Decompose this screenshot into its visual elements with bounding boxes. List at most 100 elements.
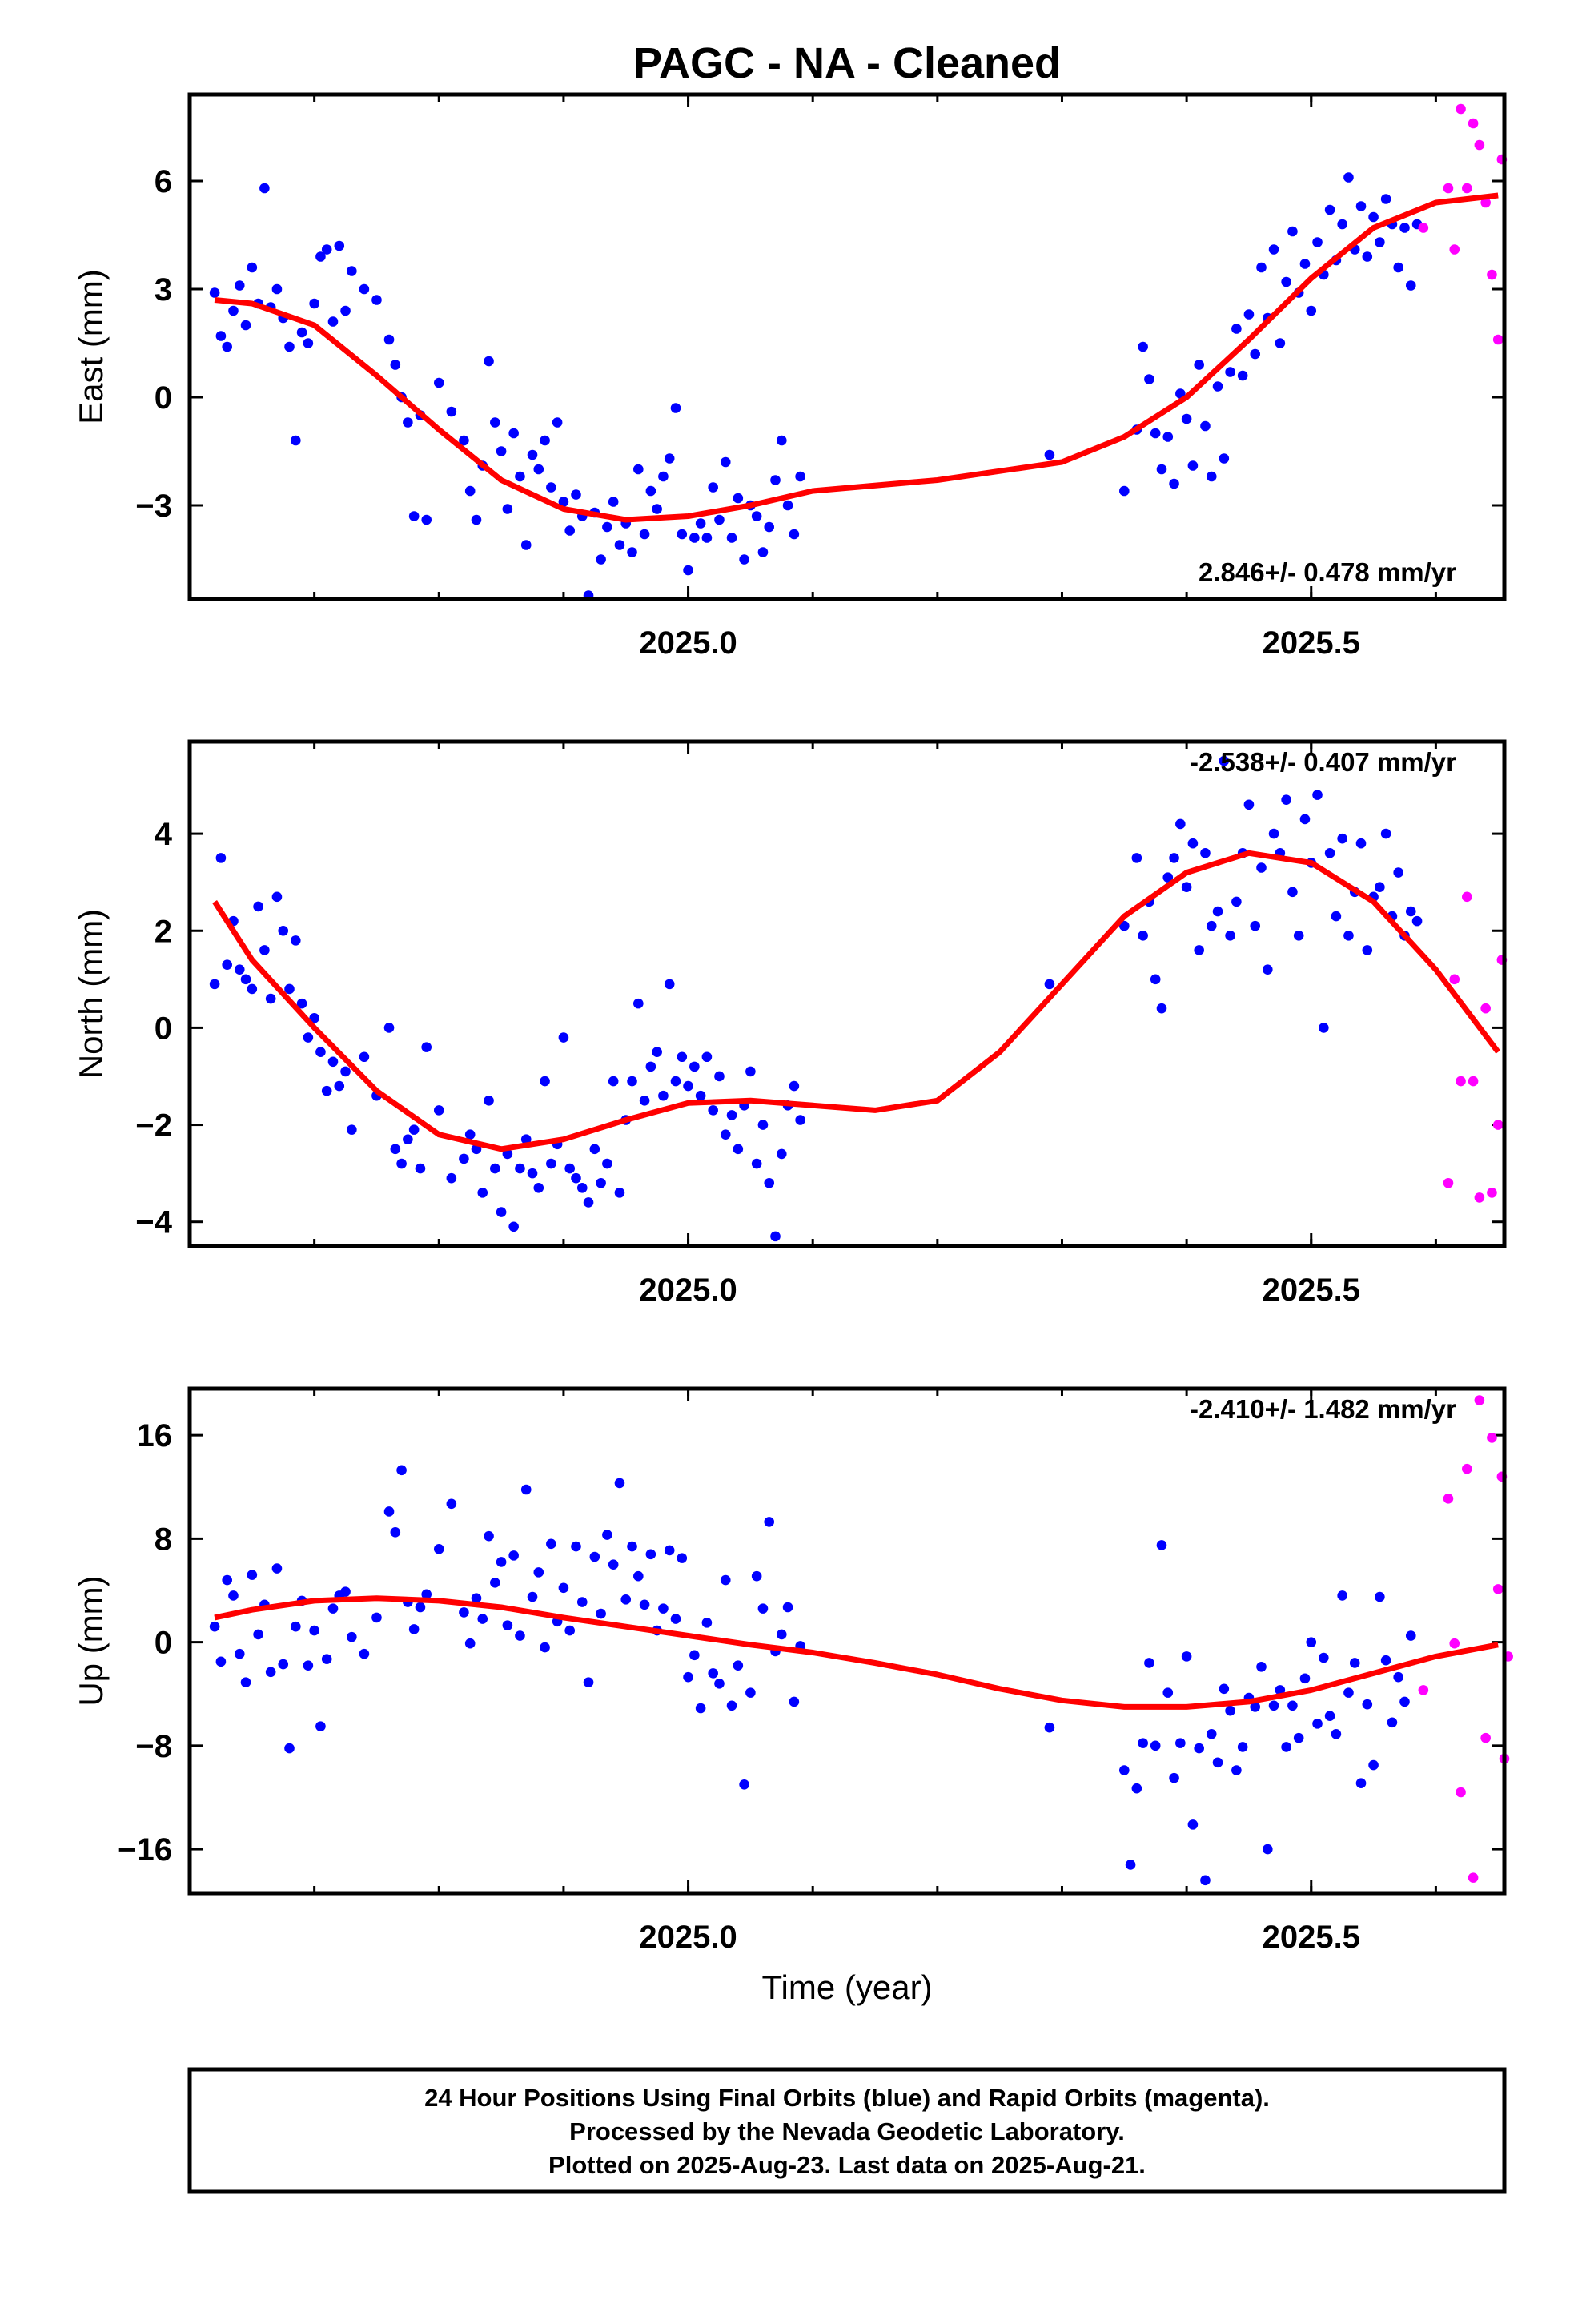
east-final-point (1181, 413, 1192, 424)
north-final-point (652, 1047, 662, 1057)
up-final-point (670, 1614, 681, 1624)
up-ytick-label: −16 (118, 1832, 172, 1868)
north-final-point (421, 1042, 432, 1052)
up-final-point (726, 1700, 737, 1711)
up-rapid-point (1449, 1638, 1460, 1649)
north-final-point (614, 1188, 625, 1198)
east-final-point (1187, 460, 1199, 471)
up-final-point (1362, 1699, 1373, 1710)
up-final-point (576, 1597, 588, 1607)
up-final-point (265, 1667, 276, 1678)
up-final-point (583, 1677, 594, 1687)
up-final-point (415, 1602, 426, 1613)
east-final-point (222, 341, 232, 352)
north-final-point (1262, 964, 1273, 975)
up-trend-line (214, 1595, 1499, 1710)
up-final-point (1368, 1759, 1379, 1771)
north-final-point (776, 1148, 787, 1160)
up-y-axis-label: Up (mm) (72, 1575, 110, 1706)
up-final-point (371, 1612, 382, 1623)
north-rapid-point (1456, 1076, 1466, 1087)
north-final-point (383, 1023, 395, 1033)
up-final-point (1231, 1765, 1242, 1775)
north-final-point (670, 1076, 681, 1087)
north-final-point (1287, 887, 1298, 898)
north-final-point (477, 1188, 488, 1198)
up-final-point (433, 1544, 444, 1554)
north-final-point (1175, 818, 1186, 830)
east-final-point (552, 417, 563, 428)
east-trend-line (214, 192, 1499, 523)
north-plot-frame (187, 739, 1507, 1248)
north-final-point (265, 993, 276, 1004)
up-final-point (1299, 1673, 1311, 1684)
north-final-point (502, 1148, 513, 1160)
north-ytick-label: 4 (155, 817, 173, 852)
east-final-point (471, 514, 482, 525)
east-final-point (1237, 370, 1248, 381)
north-final-point (589, 1144, 600, 1155)
up-final-point (502, 1620, 513, 1630)
north-final-point (789, 1080, 800, 1092)
north-final-point (396, 1158, 407, 1169)
east-final-point (1281, 276, 1291, 287)
east-final-point (1380, 194, 1391, 204)
north-final-point (234, 964, 245, 975)
east-final-point (334, 240, 345, 251)
up-final-point (1268, 1700, 1279, 1711)
east-final-point (403, 417, 413, 428)
north-final-point (327, 1056, 339, 1068)
east-final-point (421, 514, 432, 525)
east-ytick-label: 0 (155, 380, 172, 416)
east-final-point (652, 504, 662, 514)
north-final-point (1243, 799, 1255, 810)
up-final-point (645, 1549, 656, 1560)
north-final-point (1268, 828, 1279, 839)
east-final-point (1368, 211, 1379, 223)
north-final-point (290, 935, 301, 946)
north-rapid-point (1480, 1003, 1491, 1014)
east-final-point (658, 471, 669, 482)
east-rapid-point (1474, 139, 1485, 151)
east-final-point (564, 525, 576, 536)
north-final-point (1219, 755, 1230, 766)
up-final-point (215, 1656, 227, 1667)
east-final-point (1162, 432, 1174, 442)
up-ytick-label: −8 (135, 1729, 172, 1764)
footer-box (187, 2067, 1507, 2194)
north-final-point (564, 1163, 576, 1174)
north-final-point (1411, 915, 1423, 927)
up-final-point (496, 1557, 507, 1567)
north-final-point (215, 853, 227, 863)
east-final-point (664, 453, 675, 464)
up-final-point (1212, 1757, 1223, 1768)
up-final-point (222, 1574, 232, 1586)
east-final-point (284, 341, 295, 352)
up-final-point (1349, 1658, 1360, 1668)
north-rapid-point (1474, 1192, 1485, 1203)
north-final-point (1405, 906, 1416, 917)
north-final-point (1393, 867, 1404, 878)
up-final-point (303, 1660, 314, 1671)
up-final-point (527, 1591, 538, 1602)
up-final-point (321, 1654, 332, 1664)
up-final-point (408, 1624, 420, 1634)
up-rapid-point (1487, 1433, 1497, 1443)
east-final-point (303, 338, 314, 348)
up-final-point (490, 1578, 500, 1588)
up-final-point (733, 1660, 744, 1671)
east-final-point (1144, 374, 1154, 384)
up-final-point (284, 1743, 295, 1754)
north-final-point (1380, 828, 1391, 839)
north-final-point (795, 1115, 805, 1125)
east-ytick-label: −3 (135, 489, 172, 524)
up-final-point (602, 1530, 612, 1540)
east-final-point (1118, 485, 1130, 497)
north-final-point (708, 1105, 718, 1116)
north-final-point (546, 1158, 556, 1169)
east-final-point (1256, 262, 1267, 273)
north-final-point (484, 1095, 494, 1106)
east-final-point (309, 298, 319, 309)
up-final-point (1206, 1729, 1217, 1739)
up-final-point (290, 1621, 301, 1632)
